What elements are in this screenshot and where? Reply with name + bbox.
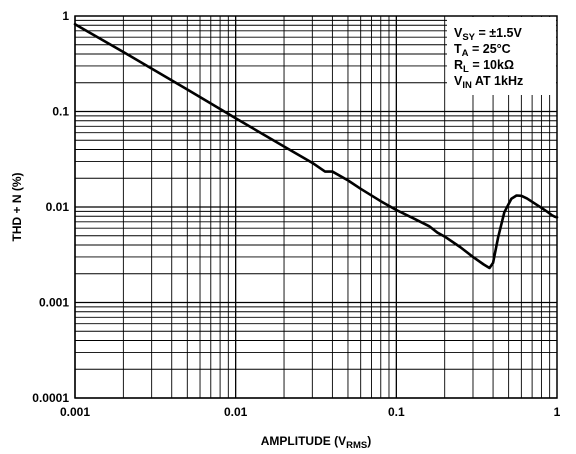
grid <box>74 16 557 399</box>
annotation-vin: VIN AT 1kHz <box>454 74 523 91</box>
y-axis-title: THD + N (%) <box>10 172 24 241</box>
x-tick-label: 0.1 <box>388 405 405 419</box>
x-tick-label: 0.01 <box>224 405 248 419</box>
thd-n-curve <box>73 22 559 270</box>
annotation-box: VSY = ±1.5V TA = 25°C RL = 10kΩ VIN AT 1… <box>447 17 556 95</box>
x-tick-label: 1 <box>554 405 561 419</box>
y-tick-label: 0.1 <box>52 105 69 119</box>
y-tick-label: 0.001 <box>39 296 69 310</box>
y-tick-label: 1 <box>62 9 69 23</box>
x-tick-label: 0.001 <box>60 405 90 419</box>
annotation-rl: RL = 10kΩ <box>454 58 514 75</box>
y-tick-label: 0.0001 <box>32 391 69 405</box>
annotation-vsy: VSY = ±1.5V <box>454 26 523 43</box>
plot-frame <box>74 15 558 399</box>
x-axis-title: AMPLITUDE (VRMS) <box>261 434 371 451</box>
annotation-background <box>447 17 556 95</box>
y-tick-label: 0.01 <box>46 200 70 214</box>
annotation-ta: TA = 25°C <box>454 42 511 59</box>
